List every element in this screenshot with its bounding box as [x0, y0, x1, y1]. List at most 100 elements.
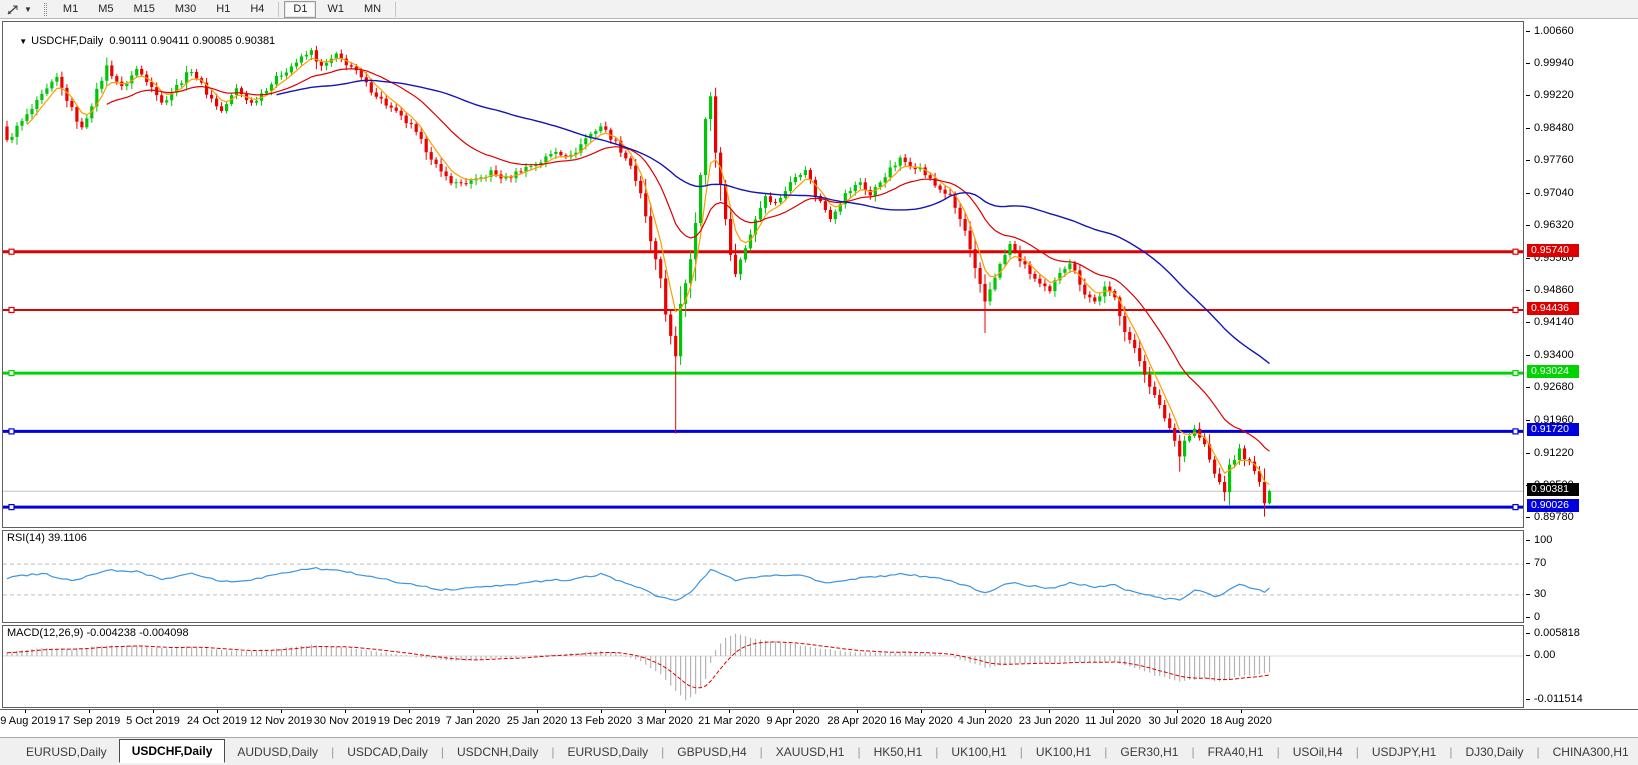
date-label: 21 Mar 2020 — [698, 715, 760, 727]
axis-tickmark — [1526, 322, 1530, 323]
date-tickmark — [25, 710, 26, 713]
chart-tab-GBPUSD-H4[interactable]: GBPUSD,H4 — [677, 744, 747, 759]
tab-separator: | — [935, 744, 939, 759]
timeframe-button-M30[interactable]: M30 — [174, 2, 197, 15]
macd-pane[interactable]: MACD(12,26,9) -0.004238 -0.004098 — [2, 625, 1524, 708]
date-tickmark — [601, 710, 602, 713]
hline-handle — [8, 248, 15, 255]
date-tickmark — [473, 710, 474, 713]
candles — [5, 45, 1272, 517]
rsi-scale-tick: 70 — [1534, 557, 1547, 569]
timeframe-button-D1[interactable]: D1 — [284, 0, 317, 18]
tab-separator: | — [1449, 744, 1453, 759]
chart-tab-AUDUSD-Daily[interactable]: AUDUSD,Daily — [237, 744, 319, 759]
tab-separator: | — [1536, 744, 1540, 759]
chart-tab-FRA40-H1[interactable]: FRA40,H1 — [1207, 744, 1264, 759]
date-label: 23 Jun 2020 — [1018, 715, 1080, 727]
axis-tickmark — [1526, 453, 1530, 454]
date-label: 29 Aug 2019 — [0, 715, 56, 727]
main-chart-pane[interactable]: ▼ USDCHF,Daily 0.90111 0.90411 0.90085 0.… — [2, 21, 1524, 528]
chart-tab-UK100-H1[interactable]: UK100,H1 — [951, 744, 1007, 759]
timeframe-button-W1[interactable]: W1 — [327, 2, 344, 15]
rsi-axis[interactable]: 100 70 30 0 — [1526, 530, 1638, 623]
macd-scale-tick: 0.00 — [1534, 649, 1556, 661]
tab-separator: | — [440, 744, 444, 759]
timeframe-button-MN[interactable]: MN — [363, 2, 382, 15]
date-tickmark — [1049, 710, 1050, 713]
timeframe-button-H4[interactable]: H4 — [250, 2, 265, 15]
chart-tabbar: EURUSD,Daily USDCHF,Daily AUDUSD,Daily | USD… — [0, 737, 1638, 765]
current-price-label: 0.90381 — [1527, 483, 1579, 496]
date-tickmark — [409, 710, 410, 713]
timeframe-button-M1[interactable]: M1 — [62, 2, 79, 15]
chart-tab-USDCHF-Daily[interactable]: USDCHF,Daily — [118, 738, 226, 763]
timeframe-button-M5[interactable]: M5 — [98, 2, 114, 15]
axis-tickmark — [1526, 387, 1530, 388]
axis-tickmark — [1526, 517, 1530, 518]
rsi-value: 39.1106 — [47, 532, 87, 544]
axis-tickmark — [1526, 63, 1530, 64]
date-tickmark — [537, 710, 538, 713]
chart-ohlc: 0.90111 0.90411 0.90085 0.90381 — [109, 35, 276, 47]
chart-tab-EURUSD-Daily[interactable]: EURUSD,Daily — [567, 744, 649, 759]
tab-separator: | — [551, 744, 555, 759]
date-label: 17 Sep 2019 — [57, 715, 121, 727]
toolbar-separator — [395, 1, 397, 17]
line-studies-tool[interactable]: ▼ — [0, 0, 38, 18]
price-tick: 0.99940 — [1534, 57, 1574, 69]
date-label: 7 Jan 2020 — [445, 715, 501, 727]
date-tickmark — [1113, 710, 1114, 713]
chart-tab-GER30-H1[interactable]: GER30,H1 — [1120, 744, 1179, 759]
date-tickmark — [665, 710, 666, 713]
tab-separator: | — [1276, 744, 1280, 759]
axis-tickmark — [1526, 31, 1530, 32]
date-label: 25 Jan 2020 — [506, 715, 568, 727]
date-tickmark — [729, 710, 730, 713]
axis-tickmark — [1526, 355, 1530, 356]
chart-tab-EURUSD-Daily[interactable]: EURUSD,Daily — [26, 744, 107, 759]
macd-scale-tick: 0.005818 — [1534, 627, 1580, 639]
date-label: 12 Nov 2019 — [249, 715, 313, 727]
toolbar-grip[interactable] — [43, 2, 47, 16]
chart-tab-HK50-H1[interactable]: HK50,H1 — [873, 744, 923, 759]
hline-handle — [8, 370, 15, 377]
chart-title: ▼ USDCHF,Daily 0.90111 0.90411 0.90085 0.… — [7, 23, 275, 59]
date-label: 19 Dec 2019 — [377, 715, 441, 727]
chart-tab-USDJPY-H1[interactable]: USDJPY,H1 — [1371, 744, 1437, 759]
axis-tickmark — [1526, 225, 1530, 226]
rsi-pane[interactable]: RSI(14) 39.1106 — [2, 530, 1524, 623]
chart-tab-USDCAD-Daily[interactable]: USDCAD,Daily — [347, 744, 428, 759]
macd-plot[interactable] — [3, 626, 1523, 707]
macd-axis[interactable]: 0.005818 0.00 -0.011514 — [1526, 625, 1638, 708]
rsi-plot[interactable] — [3, 531, 1523, 622]
hline-price-label: 0.93024 — [1527, 365, 1579, 378]
hline-handle — [8, 504, 15, 511]
axis-tickmark — [1526, 160, 1530, 161]
chart-tab-USOil-H4[interactable]: USOil,H4 — [1292, 744, 1343, 759]
macd-scale-tick: -0.011514 — [1534, 693, 1583, 705]
price-tick: 0.98480 — [1534, 122, 1574, 134]
date-axis[interactable]: 29 Aug 2019 17 Sep 2019 5 Oct 2019 24 Oct 2… — [0, 709, 1638, 737]
price-tick: 1.00660 — [1534, 25, 1574, 37]
date-label: 13 Feb 2020 — [570, 715, 632, 727]
price-tick: 0.97040 — [1534, 187, 1574, 199]
hline-price-label: 0.94436 — [1527, 302, 1579, 315]
axis-tickmark — [1526, 290, 1530, 291]
chart-tab-DJ30-Daily[interactable]: DJ30,Daily — [1465, 744, 1524, 759]
price-axis[interactable]: 1.00660 0.99940 0.99220 0.98480 0.97760 0.970… — [1526, 21, 1638, 528]
chart-tab-UK100-H1[interactable]: UK100,H1 — [1035, 744, 1092, 759]
rsi-scale-tick: 30 — [1534, 588, 1547, 600]
chart-tab-USDCNH-Daily[interactable]: USDCNH,Daily — [457, 744, 539, 759]
window-marker-icon[interactable]: ▼ — [19, 37, 28, 46]
candlestick-chart[interactable] — [3, 22, 1523, 527]
date-tickmark — [921, 710, 922, 713]
ma-slow — [276, 79, 1270, 365]
ma-mid — [106, 68, 1270, 452]
rsi-label: RSI(14) 39.1106 — [7, 532, 87, 544]
timeframe-button-H1[interactable]: H1 — [216, 2, 231, 15]
dropdown-caret-icon[interactable]: ▼ — [24, 4, 32, 14]
chart-tab-XAUUSD-H1[interactable]: XAUUSD,H1 — [775, 744, 845, 759]
timeframe-button-M15[interactable]: M15 — [133, 2, 155, 15]
chart-tab-CHINA300-H1[interactable]: CHINA300,H1 — [1552, 744, 1629, 759]
tab-separator: | — [759, 744, 763, 759]
